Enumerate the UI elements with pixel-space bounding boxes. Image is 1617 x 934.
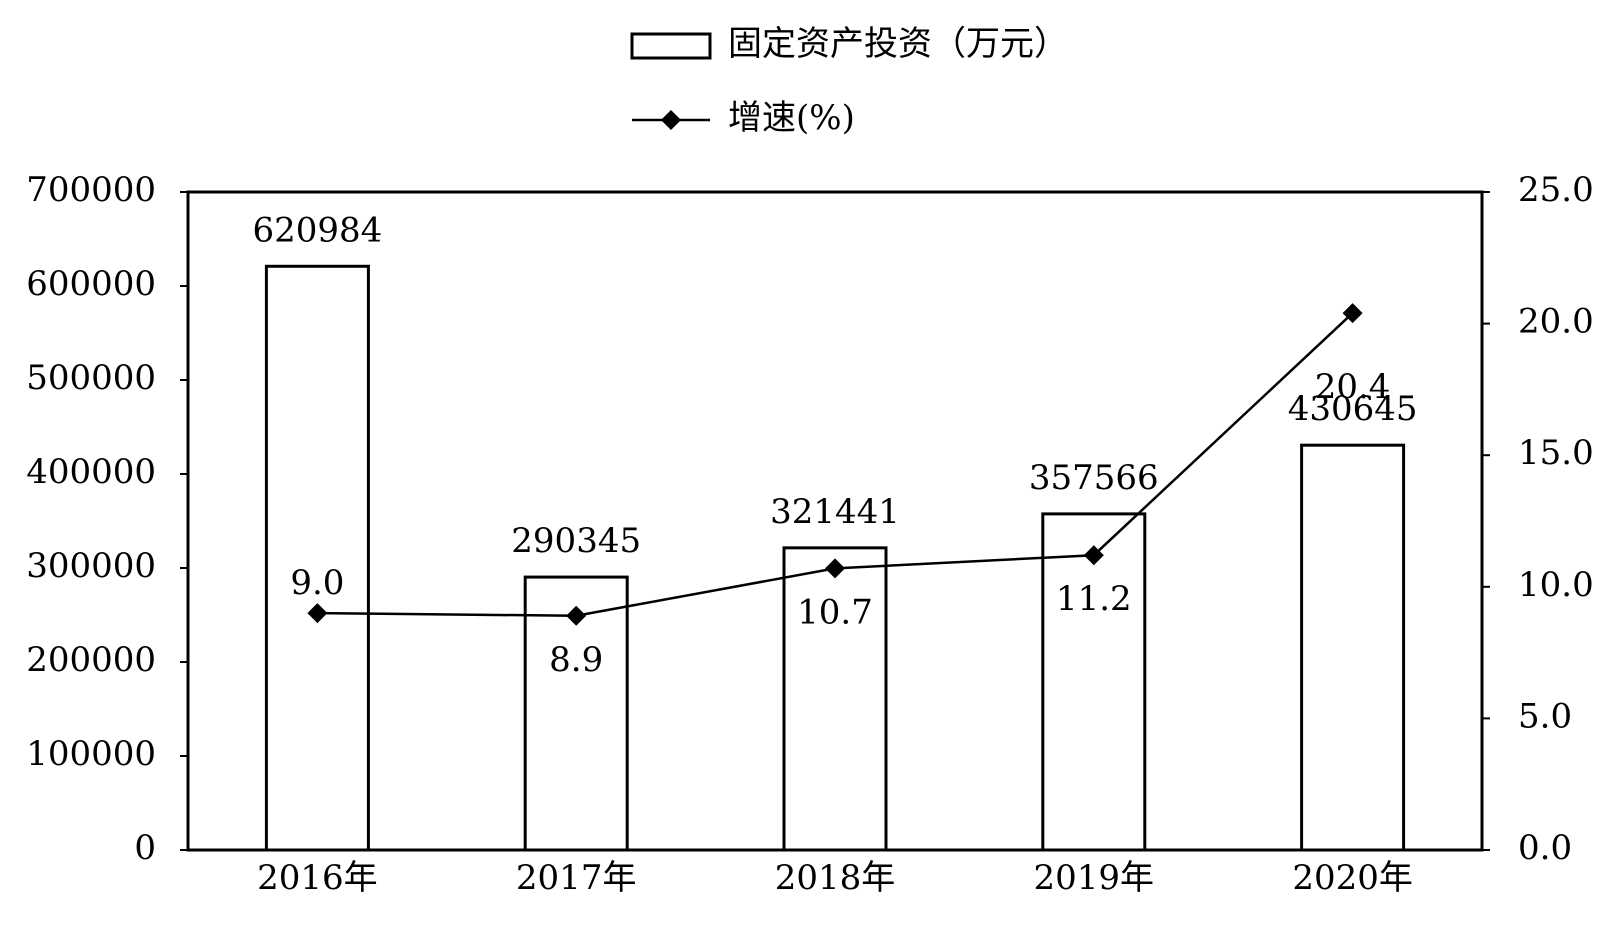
y2-tick-label: 15.0 — [1518, 433, 1594, 473]
legend-marker — [661, 110, 681, 130]
legend-label: 增速(%) — [728, 98, 855, 138]
line-value-label: 10.7 — [797, 592, 873, 632]
line-marker — [566, 605, 587, 626]
y2-tick-label: 10.0 — [1518, 565, 1594, 605]
bar — [264, 264, 370, 852]
y-tick-label: 300000 — [26, 546, 156, 586]
bar-value-label: 321441 — [770, 492, 900, 532]
legend-label: 固定资产投资（万元） — [728, 24, 1068, 64]
line-marker — [1083, 545, 1104, 566]
y-tick-label: 200000 — [26, 640, 156, 680]
x-tick-label: 2020年 — [1292, 858, 1413, 898]
y2-tick-label: 5.0 — [1518, 696, 1572, 736]
y2-tick-label: 20.0 — [1518, 302, 1594, 342]
x-tick-label: 2018年 — [775, 858, 896, 898]
line-marker — [825, 558, 845, 579]
bar-value-label: 357566 — [1029, 458, 1159, 498]
x-tick-label: 2017年 — [516, 858, 637, 898]
line-value-label: 9.0 — [290, 563, 344, 603]
x-tick-label: 2019年 — [1034, 858, 1155, 898]
legend-swatch — [630, 32, 712, 60]
bar-value-label: 620984 — [253, 210, 383, 250]
y-tick-label: 400000 — [26, 452, 156, 492]
x-tick-label: 2016年 — [257, 858, 378, 898]
y-tick-label: 500000 — [26, 358, 156, 398]
bar-value-label: 430645 — [1288, 389, 1418, 429]
y-tick-label: 700000 — [26, 170, 156, 210]
y-tick-label: 0 — [134, 828, 156, 868]
line-marker — [1342, 303, 1363, 324]
y-tick-label: 100000 — [26, 734, 156, 774]
line-marker — [307, 603, 328, 624]
bar — [1300, 443, 1406, 852]
line-value-label: 11.2 — [1056, 579, 1132, 619]
bar — [1041, 512, 1147, 852]
bar — [782, 546, 888, 852]
bar-value-label: 290345 — [511, 521, 641, 561]
y-tick-label: 600000 — [26, 264, 156, 304]
line-value-label: 20.4 — [1315, 367, 1391, 407]
y2-tick-label: 25.0 — [1518, 170, 1594, 210]
line-value-label: 8.9 — [549, 640, 603, 680]
y2-tick-label: 0.0 — [1518, 828, 1572, 868]
